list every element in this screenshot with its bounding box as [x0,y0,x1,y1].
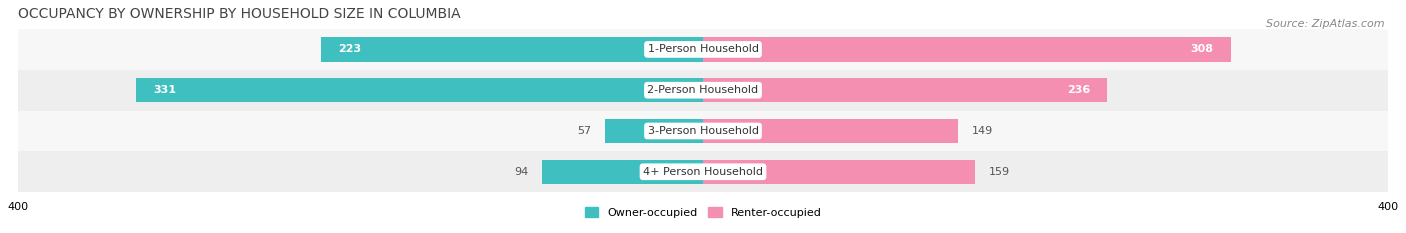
Text: 223: 223 [337,45,361,55]
Text: 331: 331 [153,85,176,95]
Bar [541,160,703,184]
Text: 149: 149 [972,126,993,136]
Bar [321,37,703,62]
Text: 57: 57 [578,126,592,136]
Bar [17,29,1389,70]
Bar [17,151,1389,192]
Legend: Owner-occupied, Renter-occupied: Owner-occupied, Renter-occupied [581,203,825,223]
Text: 2-Person Household: 2-Person Household [647,85,759,95]
Text: Source: ZipAtlas.com: Source: ZipAtlas.com [1267,19,1385,29]
Text: 94: 94 [515,167,529,177]
Text: 3-Person Household: 3-Person Household [648,126,758,136]
Bar [17,70,1389,111]
Text: 4+ Person Household: 4+ Person Household [643,167,763,177]
Text: 236: 236 [1067,85,1090,95]
Bar [136,78,703,103]
Bar [17,111,1389,151]
Bar [703,160,976,184]
Text: OCCUPANCY BY OWNERSHIP BY HOUSEHOLD SIZE IN COLUMBIA: OCCUPANCY BY OWNERSHIP BY HOUSEHOLD SIZE… [17,7,460,21]
Bar [703,37,1230,62]
Text: 308: 308 [1191,45,1213,55]
Bar [703,119,959,143]
Bar [703,78,1108,103]
Text: 159: 159 [990,167,1011,177]
Bar [606,119,703,143]
Text: 1-Person Household: 1-Person Household [648,45,758,55]
